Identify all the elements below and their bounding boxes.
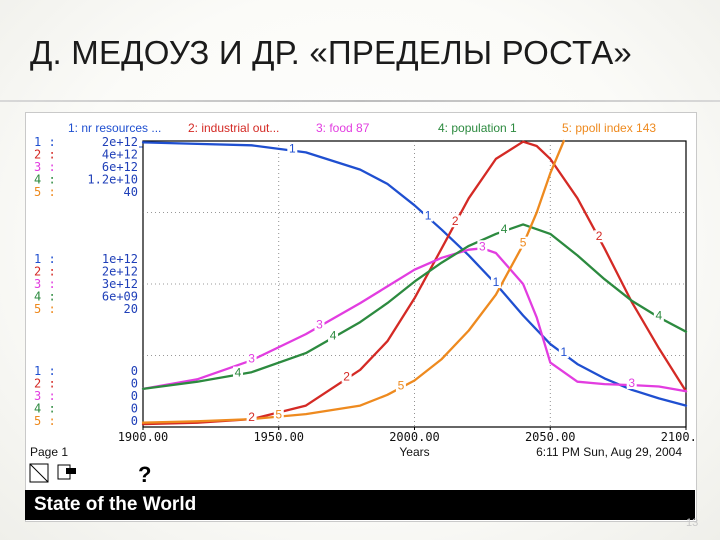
series-marker-bg: [558, 346, 569, 359]
scale-value-label: 6e+09: [102, 290, 138, 304]
help-icon: ?: [138, 462, 151, 487]
series-marker-4: 4: [501, 222, 508, 236]
series-line-2: [141, 140, 688, 426]
scale-value-label: 3e+12: [102, 277, 138, 291]
x-tick-label: 2000.00: [389, 430, 440, 444]
x-tick-label: 1900.00: [118, 430, 169, 444]
series-marker-2: 2: [596, 229, 603, 243]
scale-index-label: 2 :: [34, 265, 56, 279]
series-marker-3: 3: [628, 376, 635, 390]
scale-value-label: 0: [131, 414, 138, 428]
series-marker-bg: [246, 352, 257, 365]
series-marker-bg: [328, 329, 339, 342]
series-marker-bg: [653, 309, 664, 322]
legend-item: 3: food 87: [316, 121, 370, 135]
series-marker-bg: [490, 276, 501, 288]
series-marker-bg: [626, 377, 637, 390]
lock-icon-shackle: [66, 468, 76, 474]
series-marker-bg: [423, 209, 434, 222]
scale-value-label: 2e+12: [102, 265, 138, 279]
scale-index-label: 4 :: [34, 402, 56, 416]
series-marker-bg: [341, 370, 352, 383]
scale-index-label: 4 :: [34, 173, 56, 187]
scale-value-label: 0: [131, 389, 138, 403]
timestamp-label: 6:11 PM Sun, Aug 29, 2004: [536, 445, 682, 459]
series-marker-4: 4: [330, 329, 337, 343]
x-axis-label: Years: [399, 445, 429, 459]
series-marker-bg: [499, 223, 510, 236]
series-marker-3: 3: [479, 239, 486, 253]
slide-title: Д. МЕДОУЗ И ДР. «ПРЕДЕЛЫ РОСТА»: [30, 34, 632, 71]
series-marker-1: 1: [560, 345, 567, 359]
scale-index-label: 3 :: [34, 389, 56, 403]
series-marker-bg: [273, 408, 284, 421]
series-marker-5: 5: [520, 236, 527, 250]
footer-bar: State of the World: [25, 490, 695, 520]
x-tick-label: 2100.00: [661, 430, 696, 444]
scale-index-label: 4 :: [34, 290, 56, 304]
series-marker-bg: [233, 366, 244, 379]
scale-index-label: 3 :: [34, 160, 56, 174]
series-marker-1: 1: [425, 209, 432, 223]
series-marker-3: 3: [316, 317, 323, 331]
scale-value-label: 1e+12: [102, 252, 138, 266]
page-label: Page 1: [30, 445, 68, 459]
series-marker-2: 2: [343, 370, 350, 384]
series-marker-5: 5: [275, 408, 282, 422]
scale-value-label: 0: [131, 402, 138, 416]
scale-value-label: 4e+12: [102, 148, 138, 162]
legend-item: 1: nr resources ...: [68, 121, 161, 135]
scale-value-label: 6e+12: [102, 160, 138, 174]
x-tick-label: 2050.00: [525, 430, 576, 444]
title-divider: [0, 100, 720, 102]
scale-index-label: 5 :: [34, 185, 56, 199]
scale-index-label: 2 :: [34, 148, 56, 162]
scale-index-label: 2 :: [34, 377, 56, 391]
scale-value-label: 0: [131, 377, 138, 391]
series-marker-4: 4: [235, 366, 242, 380]
series-marker-bg: [477, 240, 488, 253]
scale-index-label: 3 :: [34, 277, 56, 291]
page-tool-icon-diagonal: [29, 463, 49, 483]
scale-index-label: 1 :: [34, 364, 56, 378]
series-marker-bg: [246, 411, 257, 424]
legend-item: 2: industrial out...: [188, 121, 279, 135]
scale-value-label: 40: [124, 185, 138, 199]
scale-index-label: 1 :: [34, 135, 56, 149]
series-line-5: [141, 139, 565, 424]
scale-index-label: 1 :: [34, 252, 56, 266]
series-marker-2: 2: [452, 214, 459, 228]
scale-value-label: 20: [124, 302, 138, 316]
slide-number: 13: [686, 517, 699, 529]
series-marker-bg: [450, 215, 461, 228]
scale-value-label: 2e+12: [102, 135, 138, 149]
legend-item: 5: ppoll index 143: [562, 121, 656, 135]
series-marker-1: 1: [493, 275, 500, 289]
series-marker-3: 3: [248, 351, 255, 365]
chart-panel: 1: nr resources ... 2: industrial out... 3…: [25, 112, 697, 522]
series-marker-bg: [287, 142, 298, 155]
series-marker-4: 4: [656, 308, 663, 322]
legend-item: 4: population 1: [438, 121, 517, 135]
series-marker-bg: [314, 318, 325, 331]
x-tick-label: 1950.00: [253, 430, 304, 444]
series-marker-bg: [594, 230, 605, 243]
series-marker-5: 5: [398, 379, 405, 393]
scale-index-label: 5 :: [34, 414, 56, 428]
line-chart: 1: nr resources ... 2: industrial out... 3…: [29, 121, 696, 487]
series-marker-2: 2: [248, 410, 255, 424]
series-marker-bg: [395, 379, 406, 392]
scale-value-label: 0: [131, 364, 138, 378]
series-marker-bg: [518, 236, 529, 249]
scale-index-label: 5 :: [34, 302, 56, 316]
series-line-4: [141, 223, 688, 391]
scale-value-label: 1.2e+10: [87, 173, 138, 187]
series-marker-1: 1: [289, 142, 296, 156]
